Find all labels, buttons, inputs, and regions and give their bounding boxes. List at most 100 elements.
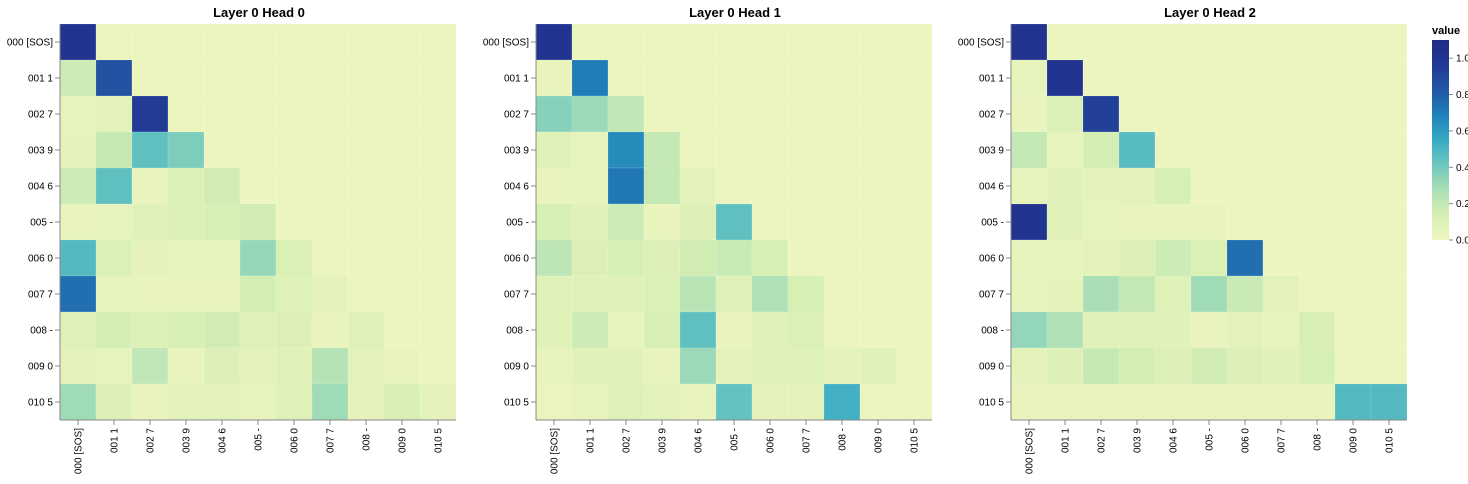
heatmap-cell (347, 239, 385, 277)
heatmap-cell (535, 131, 573, 169)
heatmap-cell (823, 311, 861, 349)
heatmap-cell (787, 239, 825, 277)
x-tick-label: 008 - (1313, 428, 1324, 451)
heatmap-cell (1082, 383, 1120, 421)
heatmap-cell (131, 95, 169, 133)
heatmap-cell (1046, 167, 1084, 205)
heatmap-cell (347, 383, 385, 421)
x-tick-label: 000 [SOS] (550, 428, 561, 474)
heatmap-cell (203, 275, 241, 313)
heatmap-cell (751, 311, 789, 349)
heatmap-cell (1226, 131, 1264, 169)
heatmap-cell (643, 23, 681, 61)
heatmap-cell (1190, 131, 1228, 169)
heatmap-cell (607, 239, 645, 277)
heatmap-cell (1370, 239, 1408, 277)
heatmap-cell (1370, 275, 1408, 313)
x-tick-label: 004 6 (1169, 428, 1180, 453)
heatmap-cell (1010, 347, 1048, 385)
heatmap-cell (131, 275, 169, 313)
heatmap-cell (679, 59, 717, 97)
y-tick-label: 009 0 (28, 362, 53, 373)
heatmap-cell (859, 311, 897, 349)
heatmap-cell (1046, 59, 1084, 97)
heatmap-cell (1226, 203, 1264, 241)
x-tick-label: 003 9 (182, 428, 193, 453)
heatmap-cell (1154, 275, 1192, 313)
heatmap-cell (1082, 95, 1120, 133)
heatmap-cell (275, 311, 313, 349)
heatmap-cell (167, 95, 205, 133)
heatmap-cell (895, 239, 933, 277)
heatmap-cell (203, 239, 241, 277)
heatmap-cell (823, 167, 861, 205)
heatmap-cell (1010, 203, 1048, 241)
heatmap-cell (895, 167, 933, 205)
y-tick-label: 001 1 (504, 74, 529, 85)
heatmap-cell (535, 347, 573, 385)
heatmap-cell (1262, 167, 1300, 205)
heatmap-cell (1262, 347, 1300, 385)
x-tick-label: 006 0 (290, 428, 301, 453)
y-tick-label: 000 [SOS] (7, 38, 53, 49)
heatmap-cell (1046, 311, 1084, 349)
heatmap-cell (751, 59, 789, 97)
heatmap-cell (383, 167, 421, 205)
heatmap-cell (1190, 167, 1228, 205)
heatmap-cell (347, 95, 385, 133)
heatmap-cell (1010, 239, 1048, 277)
y-tick-label: 008 - (981, 326, 1004, 337)
heatmap-cell (59, 59, 97, 97)
heatmap-cell (787, 95, 825, 133)
heatmap-cell (419, 95, 457, 133)
heatmap-cell (715, 311, 753, 349)
y-tick-label: 000 [SOS] (483, 38, 529, 49)
legend-tick-label: 1.0 (1456, 54, 1468, 65)
heatmap-cell (1262, 131, 1300, 169)
heatmap-cell (1334, 131, 1372, 169)
heatmap-cell (347, 347, 385, 385)
heatmap-cell (1010, 95, 1048, 133)
heatmap-cell (607, 95, 645, 133)
heatmap-cell (571, 275, 609, 313)
heatmap-cell (715, 275, 753, 313)
heatmap-cell (1370, 95, 1408, 133)
heatmap-cell (823, 95, 861, 133)
heatmap-cell (419, 203, 457, 241)
heatmap-cell (167, 59, 205, 97)
heatmap-cell (275, 383, 313, 421)
legend-tick-label: 0.4 (1456, 163, 1468, 174)
x-tick-label: 009 0 (874, 428, 885, 453)
heatmap-cell (679, 383, 717, 421)
heatmap-cell (347, 203, 385, 241)
heatmap-cell (1082, 131, 1120, 169)
heatmap-cell (1118, 167, 1156, 205)
heatmap-cell (679, 203, 717, 241)
heatmap-cell (239, 347, 277, 385)
x-tick-label: 005 - (730, 428, 741, 451)
heatmap-cell (1370, 167, 1408, 205)
heatmap-cell (1226, 239, 1264, 277)
y-tick-label: 002 7 (504, 110, 529, 121)
y-tick-label: 006 0 (979, 254, 1004, 265)
heatmap-cell (715, 383, 753, 421)
heatmap-cell (715, 95, 753, 133)
heatmap-cell (1190, 275, 1228, 313)
heatmap-cell (535, 59, 573, 97)
heatmap-cell (1154, 167, 1192, 205)
heatmap-cell (275, 275, 313, 313)
heatmap-cell (1226, 347, 1264, 385)
heatmap-cell (607, 167, 645, 205)
heatmap-cells (59, 23, 457, 421)
heatmap-cell (643, 95, 681, 133)
heatmap-cell (131, 23, 169, 61)
heatmap-cell (59, 95, 97, 133)
heatmap-cell (419, 23, 457, 61)
heatmap-cell (823, 275, 861, 313)
heatmap-cell (1118, 203, 1156, 241)
legend-tick-label: 0.8 (1456, 90, 1468, 101)
y-tick-label: 001 1 (28, 74, 53, 85)
heatmap-cell (535, 311, 573, 349)
